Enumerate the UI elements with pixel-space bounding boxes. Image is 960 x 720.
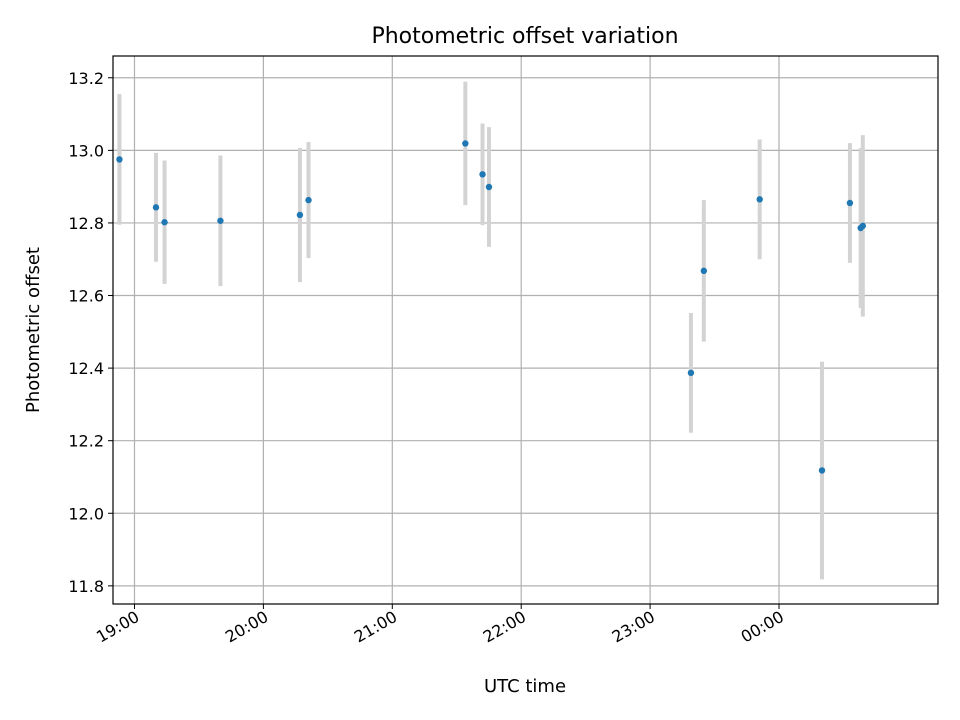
data-point: [700, 267, 708, 275]
data-point: [296, 211, 304, 219]
x-tick-label: 20:00: [222, 607, 271, 647]
x-tick-label: 21:00: [351, 607, 400, 647]
data-point: [462, 140, 469, 147]
y-tick-label: 12.0: [68, 504, 104, 523]
data-point: [756, 196, 763, 203]
y-axis-label: Photometric offset: [23, 247, 44, 413]
y-tick-label: 12.8: [68, 214, 104, 233]
chart-title: Photometric offset variation: [371, 24, 678, 49]
grid: [113, 56, 938, 604]
x-tick-label: 00:00: [738, 607, 787, 647]
data-point: [859, 222, 867, 230]
y-axis: 11.8 12.0 12.2 12.4 12.6 12.8 13.0 13.2: [68, 69, 113, 596]
y-tick-label: 11.8: [68, 577, 104, 596]
data-point: [116, 156, 123, 163]
data-point: [818, 467, 826, 474]
x-tick-label: 19:00: [93, 607, 142, 647]
data-point: [846, 199, 854, 207]
y-tick-label: 13.0: [68, 141, 104, 160]
y-tick-label: 12.6: [68, 287, 104, 306]
data-point: [161, 219, 168, 226]
y-tick-label: 12.4: [68, 359, 104, 378]
y-tick-label: 13.2: [68, 69, 104, 88]
data-point: [152, 204, 160, 211]
data-point: [479, 171, 486, 178]
data-point: [305, 196, 312, 204]
data-points: [116, 140, 867, 474]
error-bars: [117, 81, 865, 580]
data-point: [217, 217, 224, 224]
x-tick-label: 23:00: [609, 607, 658, 647]
x-tick-label: 22:00: [480, 607, 529, 647]
plot-frame: [112, 55, 939, 605]
data-point: [485, 183, 493, 191]
y-tick-label: 12.2: [68, 432, 104, 451]
data-point: [687, 369, 695, 377]
x-axis-label: UTC time: [484, 676, 566, 697]
x-axis: 19:00 20:00 21:00 22:00 23:00 00:00: [93, 604, 787, 647]
